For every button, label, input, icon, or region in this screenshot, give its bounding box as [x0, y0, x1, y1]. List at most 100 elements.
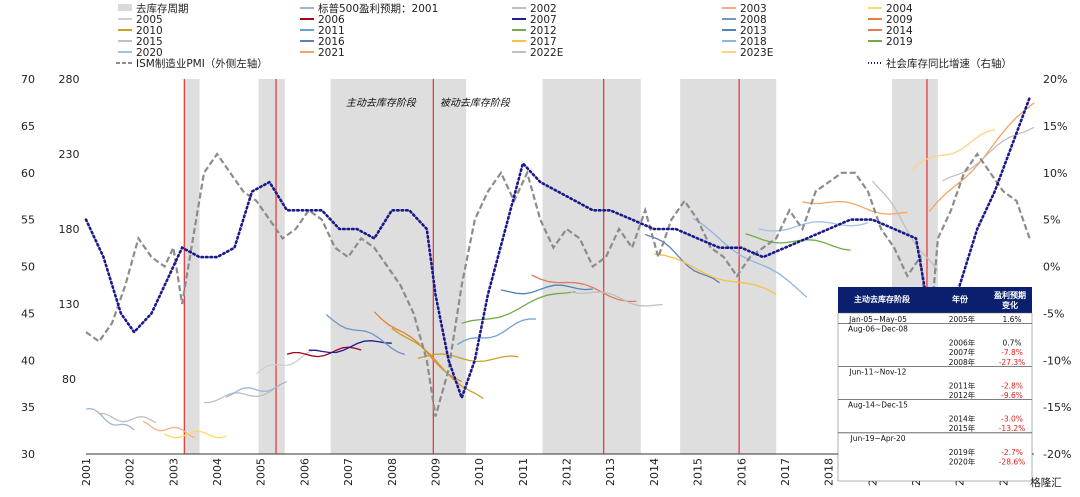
- table-row-9: 2014年 -3.0%: [949, 414, 1023, 424]
- legend-item-5: 2005: [118, 14, 163, 26]
- right-tick-8: -20%: [1043, 448, 1071, 461]
- outer-left-tick-70: 70: [21, 73, 35, 86]
- legend-item-24: ISM制造业PMI（外侧左轴）: [116, 57, 268, 70]
- annotation-passive-destock: 被动去库存阶段: [440, 97, 511, 109]
- legend-label: 2015: [136, 36, 163, 48]
- outer-left-tick-65: 65: [21, 120, 35, 133]
- table-header-change-1: 盈利预期: [993, 290, 1026, 300]
- earnings-line-11: [391, 327, 484, 400]
- outer-left-tick-50: 50: [21, 261, 35, 274]
- table-cell-change: -2.8%: [1001, 381, 1023, 390]
- table-row-4: 2008年 -27.3%: [949, 357, 1026, 367]
- legend-item-4: 2004: [868, 3, 913, 15]
- legend-label: 标普500盈利预期：2001: [318, 2, 438, 15]
- destocking-band-0: [184, 79, 200, 454]
- table-cell-change: -28.6%: [999, 457, 1026, 466]
- x-tick-2010: 2010: [473, 458, 486, 486]
- legend-label: 2003: [740, 3, 767, 15]
- x-tick-2015: 2015: [692, 458, 705, 486]
- table-cell-change: -2.7%: [1001, 448, 1023, 457]
- legend-label: 2007: [530, 14, 557, 26]
- table-row-12: 2019年 -2.7%: [949, 447, 1023, 457]
- legend-label: 去库存周期: [136, 2, 189, 15]
- x-tick-2009: 2009: [429, 458, 442, 486]
- right-tick-6: -10%: [1043, 354, 1071, 367]
- table-row-6: 2011年 -2.8%: [949, 380, 1023, 390]
- legend-label: 2005: [136, 14, 163, 26]
- earnings-line-6: [255, 349, 318, 375]
- table-cell-change: 0.7%: [1002, 339, 1021, 348]
- earnings-line-18: [644, 233, 720, 284]
- inner-left-tick-180: 180: [59, 223, 80, 236]
- destocking-band-4: [680, 79, 777, 454]
- table-cell-year: 2020年: [949, 456, 976, 466]
- inner-left-tick-230: 230: [59, 148, 80, 161]
- destocking-band-2: [330, 79, 467, 454]
- legend-item-16: 2016: [300, 36, 345, 48]
- inner-left-tick-130: 130: [59, 298, 80, 311]
- legend-label: 2012: [530, 25, 557, 37]
- legend-label: 2006: [318, 14, 345, 26]
- earnings-line-2: [142, 420, 196, 439]
- legend-item-0: 去库存周期: [118, 2, 189, 15]
- table-cell-year: 2015年: [949, 423, 976, 433]
- legend-label: 2013: [740, 25, 767, 37]
- legend-label: 2016: [318, 36, 345, 48]
- table-row-2: 2006年 0.7%: [949, 338, 1022, 348]
- table-row-13: 2020年 -28.6%: [949, 456, 1026, 466]
- legend-item-22: 2022E: [512, 47, 563, 59]
- legend-item-25: 社会库存同比增速（右轴）: [868, 57, 1012, 70]
- x-tick-2004: 2004: [211, 458, 224, 486]
- table-cell-change: 1.6%: [1002, 315, 1021, 324]
- table-cell-year: 2005年: [949, 314, 976, 324]
- x-tick-2007: 2007: [342, 458, 355, 486]
- legend-label: ISM制造业PMI（外侧左轴）: [136, 57, 268, 70]
- table-cell-change: -7.8%: [1001, 348, 1023, 357]
- right-tick-1: 15%: [1043, 120, 1067, 133]
- destocking-band-1: [258, 79, 285, 454]
- table-cell-year: 2008年: [949, 357, 976, 367]
- legend-item-23: 2023E: [722, 47, 773, 59]
- earnings-line-25: [911, 129, 995, 170]
- right-tick-7: -15%: [1043, 401, 1071, 414]
- legend-label: 社会库存同比增速（右轴）: [886, 57, 1012, 70]
- table-cell-period: Jan-05~May-05: [848, 315, 907, 324]
- legend-label: 2004: [886, 3, 913, 15]
- legend-item-14: 2014: [868, 25, 913, 37]
- x-tick-2005: 2005: [255, 458, 268, 486]
- right-tick-2: 10%: [1043, 167, 1067, 180]
- legend-item-21: 2021: [300, 47, 345, 59]
- table-cell-year: 2014年: [949, 414, 976, 424]
- legend-item-11: 2011: [300, 25, 345, 37]
- inner-left-tick-80: 80: [62, 373, 76, 386]
- x-tick-2011: 2011: [517, 458, 530, 486]
- outer-left-tick-45: 45: [21, 307, 35, 320]
- table-row-1: Aug-06~Dec-08: [838, 323, 1032, 334]
- earnings-line-26: [928, 102, 1035, 212]
- table-row-11: Jun-19~Apr-20: [838, 432, 1032, 443]
- earnings-line-19: [653, 253, 777, 295]
- earnings-line-20: [692, 217, 808, 298]
- outer-left-tick-55: 55: [21, 214, 35, 227]
- pmi-line: [85, 152, 1031, 417]
- table-cell-year: 2012年: [949, 390, 976, 400]
- table-cell-change: -3.0%: [1001, 415, 1023, 424]
- x-tick-2008: 2008: [386, 458, 399, 486]
- table-row-8: Aug-14~Dec-15: [838, 399, 1032, 410]
- legend-item-13: 2013: [722, 25, 767, 37]
- earnings-line-4: [204, 389, 275, 404]
- earnings-line-27: [942, 126, 1035, 182]
- earnings-line-15: [500, 284, 593, 295]
- x-tick-2018: 2018: [823, 458, 836, 486]
- legend-item-1: 标普500盈利预期：2001: [300, 2, 438, 15]
- earnings-line-14: [461, 291, 576, 324]
- inventory-yoy-line: [84, 96, 1031, 402]
- legend-label: 2014: [886, 25, 913, 37]
- table-cell-period: Aug-14~Dec-15: [848, 401, 908, 410]
- table-cell-period: Aug-06~Dec-08: [848, 325, 908, 334]
- legend-label: 2020: [136, 47, 163, 59]
- table-cell-change: -9.6%: [1001, 391, 1023, 400]
- table-row-5: Jun-11~Nov-12: [838, 365, 1032, 376]
- legend-item-8: 2008: [722, 14, 767, 26]
